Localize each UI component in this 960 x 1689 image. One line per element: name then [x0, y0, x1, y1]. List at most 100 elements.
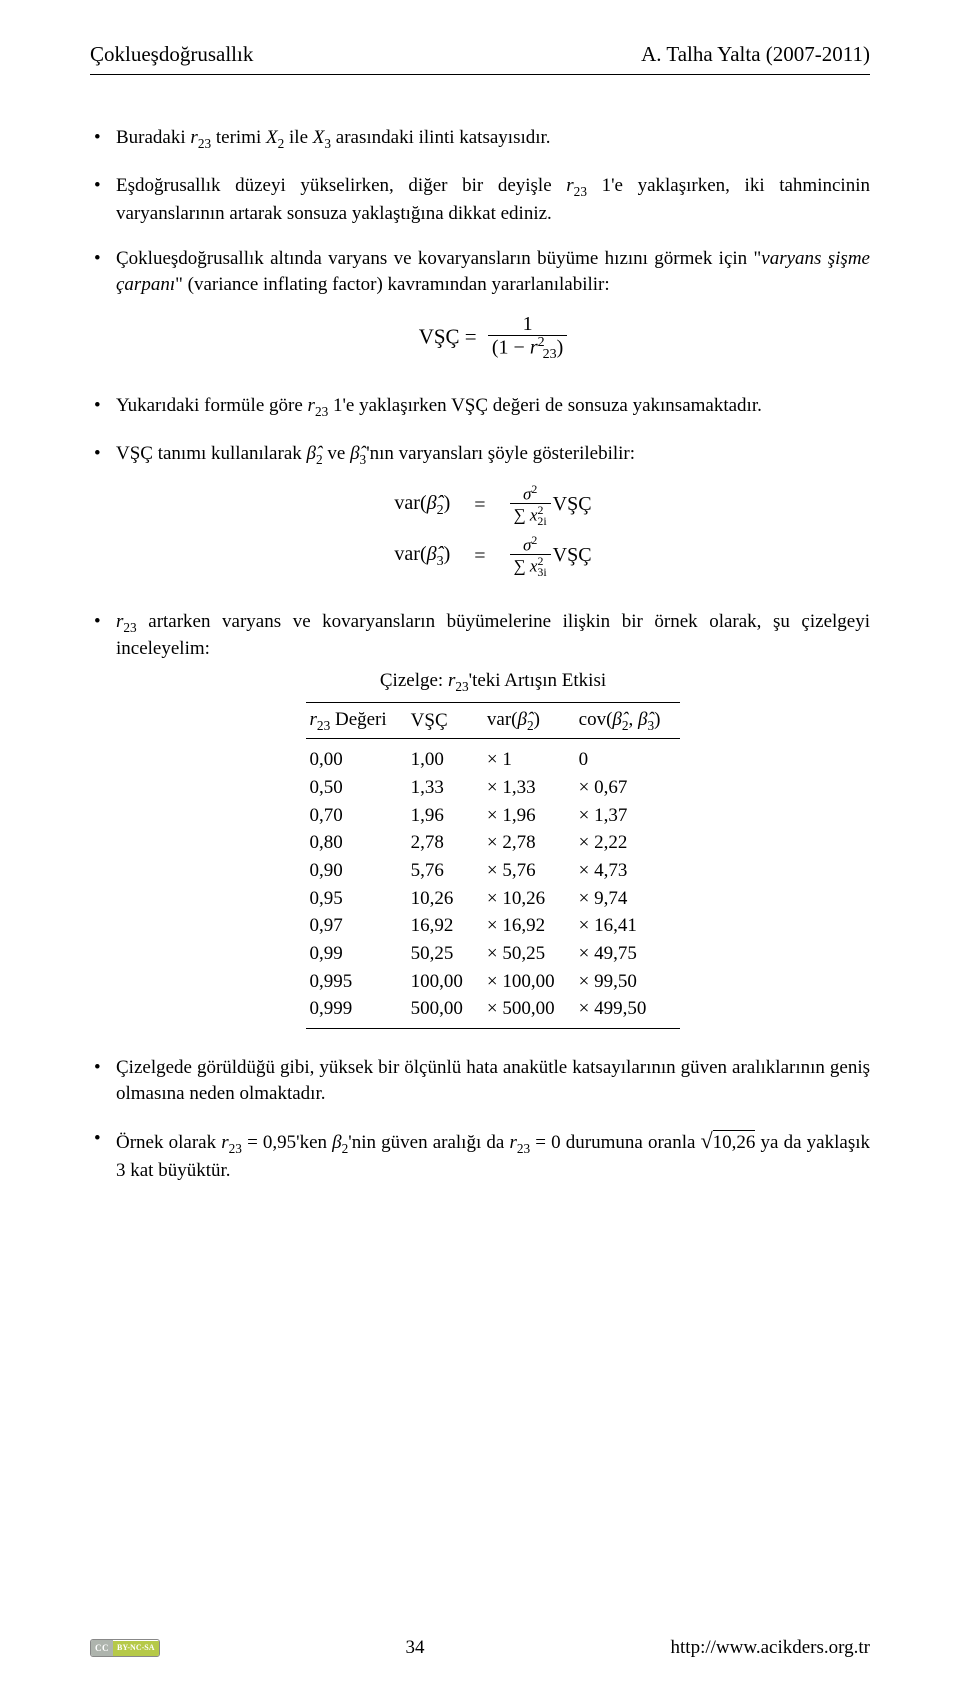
table-cell: × 16,92	[483, 912, 575, 940]
table-cell: 500,00	[407, 995, 483, 1028]
text: terimi	[211, 127, 266, 148]
beta-hat: β̂	[427, 543, 437, 565]
formula-lhs: VŞÇ =	[419, 324, 477, 348]
sub: 3	[437, 554, 444, 569]
col-r23: r23 Değeri	[306, 702, 407, 739]
cc-badge: CC BY-NC-SA	[90, 1639, 160, 1657]
table-cell: 50,25	[407, 940, 483, 968]
vsc-label: VŞÇ	[553, 493, 592, 515]
text: VŞÇ tanımı kullanılarak	[116, 443, 307, 464]
numerator: σ2	[510, 483, 551, 505]
text: Örnek olarak	[116, 1132, 221, 1153]
table-cell: × 49,75	[575, 940, 681, 968]
sub: 23	[123, 619, 136, 634]
table-cell: × 16,41	[575, 912, 681, 940]
text: 'teki Artışın Etkisi	[469, 670, 606, 691]
text: ile	[284, 127, 313, 148]
sub: 2	[527, 718, 534, 733]
table-cell: 0,999	[306, 995, 407, 1028]
text: )	[557, 336, 564, 358]
beta-hat: β̂	[518, 709, 527, 730]
r: r	[310, 709, 317, 730]
var-x2: X	[266, 127, 278, 148]
denominator: ∑ x22i	[510, 504, 551, 528]
sub: 23	[317, 718, 330, 733]
sub: 23	[543, 347, 557, 362]
text: 1'e yaklaşırken VŞÇ değeri de sonsuza ya…	[328, 395, 762, 416]
col-vsc: VŞÇ	[407, 702, 483, 739]
sub: 23	[198, 136, 211, 151]
table-cell: × 2,22	[575, 829, 681, 857]
text: artarken varyans ve kovaryansların büyüm…	[116, 611, 870, 660]
text: = 0,95'ken	[242, 1132, 332, 1153]
sub: 2	[622, 718, 629, 733]
sup: 2	[531, 482, 537, 496]
col-cov: cov(β̂2, β̂3)	[575, 702, 681, 739]
table-header-row: r23 Değeri VŞÇ var(β̂2) cov(β̂2, β̂3)	[306, 702, 681, 739]
denominator: (1 − r223)	[488, 336, 567, 363]
table-cell: 0,95	[306, 885, 407, 913]
table-body: 0,001,00× 100,501,33× 1,33× 0,670,701,96…	[306, 739, 681, 1028]
footer-url: http://www.acikders.org.tr	[671, 1635, 870, 1661]
table-caption: Çizelge: r23'teki Artışın Etkisi	[306, 668, 681, 702]
page-header: Çoklueşdoğrusallık A. Talha Yalta (2007-…	[90, 40, 870, 68]
sub: 2	[437, 503, 444, 518]
text: Değeri	[330, 709, 386, 730]
text: )	[444, 543, 451, 565]
sub: 2	[316, 452, 323, 467]
bullet-8: Örnek olarak r23 = 0,95'ken β2'nin güven…	[90, 1126, 870, 1183]
table-row: 0,701,96× 1,96× 1,37	[306, 802, 681, 830]
table-cell: 5,76	[407, 857, 483, 885]
denominator: ∑ x23i	[510, 555, 551, 579]
table-cell: 2,78	[407, 829, 483, 857]
text: var(	[394, 543, 426, 565]
text: = 0 durumuna oranla	[530, 1132, 700, 1153]
text: )	[654, 709, 660, 730]
table-row: 0,9716,92× 16,92× 16,41	[306, 912, 681, 940]
sqrt-symbol: √	[701, 1128, 713, 1153]
bullet-4: Yukarıdaki formüle göre r23 1'e yaklaşır…	[90, 393, 870, 421]
table-cell: × 1,37	[575, 802, 681, 830]
bullet-2: Eşdoğrusallık düzeyi yükselirken, diğer …	[90, 173, 870, 226]
var-r: r	[509, 1132, 516, 1153]
text: Eşdoğrusallık düzeyi yükselirken, diğer …	[116, 175, 566, 196]
table-row: 0,501,33× 1,33× 0,67	[306, 774, 681, 802]
table-cell: 0,00	[306, 739, 407, 774]
sqrt-arg: 10,26	[713, 1130, 756, 1153]
vsc-label: VŞÇ	[553, 544, 592, 566]
table-row: 0,001,00× 10	[306, 739, 681, 774]
effect-table: Çizelge: r23'teki Artışın Etkisi r23 Değ…	[306, 668, 681, 1029]
var-r: r	[566, 175, 573, 196]
col-var: var(β̂2)	[483, 702, 575, 739]
table-cell: 0,80	[306, 829, 407, 857]
eq2-lhs: var(β̂3)	[394, 541, 450, 572]
table-cell: 16,92	[407, 912, 483, 940]
eq-block: var(β̂2) = σ2 ∑ x22i VŞÇ var(β̂3) = σ2 ∑…	[116, 483, 870, 579]
equals: =	[474, 492, 485, 519]
var-x3: X	[313, 127, 325, 148]
fraction: σ2 ∑ x23i	[510, 534, 551, 579]
eq1-lhs: var(β̂2)	[394, 490, 450, 521]
sub: 23	[517, 1141, 530, 1156]
text: arasındaki ilinti katsayısıdır.	[331, 127, 551, 148]
numerator: σ2	[510, 534, 551, 556]
fraction: 1 (1 − r223)	[488, 314, 567, 363]
table-cell: 0,50	[306, 774, 407, 802]
sub: 3i	[537, 565, 546, 579]
table-cell: × 50,25	[483, 940, 575, 968]
beta-hat: β̂	[350, 443, 359, 464]
text: " (variance inflating factor) kavramında…	[175, 274, 610, 295]
sum: ∑	[514, 557, 526, 576]
text: 'nin güven aralığı da	[348, 1132, 509, 1153]
table-cell: × 500,00	[483, 995, 575, 1028]
table-row: 0,905,76× 5,76× 4,73	[306, 857, 681, 885]
table-cell: 0,97	[306, 912, 407, 940]
page: Çoklueşdoğrusallık A. Talha Yalta (2007-…	[0, 0, 960, 1689]
var-r: r	[530, 336, 538, 358]
table-cell: × 2,78	[483, 829, 575, 857]
text: Çizelge:	[380, 670, 448, 691]
cc-license: BY-NC-SA	[113, 1641, 159, 1656]
table-row: 0,9950,25× 50,25× 49,75	[306, 940, 681, 968]
bullet-5: VŞÇ tanımı kullanılarak β̂2 ve β̂3'nın v…	[90, 441, 870, 579]
vsc-formula: VŞÇ = 1 (1 − r223)	[116, 314, 870, 363]
